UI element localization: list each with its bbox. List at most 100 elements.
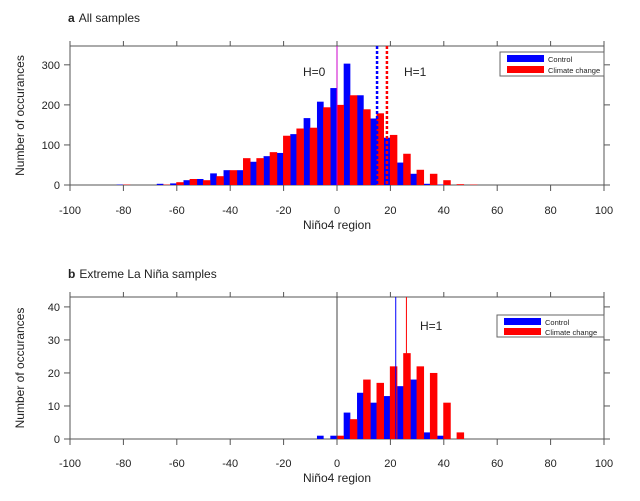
control-bar xyxy=(237,170,244,185)
control-bar xyxy=(170,183,177,185)
control-bar xyxy=(197,179,204,185)
control-bar xyxy=(210,173,217,185)
climate-change-bar xyxy=(296,129,303,185)
x-tick-label: 100 xyxy=(595,205,613,217)
control-bar xyxy=(224,170,231,185)
legend-swatch xyxy=(507,66,544,73)
control-bar xyxy=(317,436,324,439)
climate-change-bar xyxy=(323,107,330,185)
y-axis-label: Number of occurances xyxy=(13,55,27,176)
climate-change-bar xyxy=(417,170,424,185)
x-tick-label: 100 xyxy=(595,458,613,470)
y-tick-label: 40 xyxy=(48,302,60,314)
x-tick-label: 20 xyxy=(384,205,396,217)
x-tick-label: -20 xyxy=(276,205,292,217)
control-bar xyxy=(330,88,337,185)
control-bar xyxy=(384,396,391,439)
climate-change-bar xyxy=(403,353,410,439)
y-tick-label: 200 xyxy=(42,100,60,112)
x-tick-label: 0 xyxy=(334,458,340,470)
climate-change-bar xyxy=(336,436,343,439)
hypothesis-label: H=1 xyxy=(404,65,427,79)
y-tick-label: 100 xyxy=(42,140,60,152)
climate-change-bar xyxy=(350,419,357,439)
x-tick-label: 40 xyxy=(438,205,450,217)
x-axis-label: Niño4 region xyxy=(303,218,371,232)
climate-change-bar xyxy=(417,366,424,439)
climate-change-bar xyxy=(363,109,370,185)
climate-change-bar xyxy=(270,152,277,185)
climate-change-bar xyxy=(336,105,343,185)
control-bar xyxy=(183,180,190,185)
control-bar xyxy=(344,64,351,185)
x-tick-label: -60 xyxy=(169,205,185,217)
x-tick-label: 60 xyxy=(491,458,503,470)
control-bar xyxy=(397,163,404,185)
climate-change-bar xyxy=(230,170,237,185)
control-bar xyxy=(397,386,404,439)
control-bar xyxy=(157,184,164,185)
control-bar xyxy=(330,436,337,439)
climate-change-bar xyxy=(283,136,290,185)
climate-change-bar xyxy=(443,403,450,439)
y-tick-label: 10 xyxy=(48,401,60,413)
y-tick-label: 30 xyxy=(48,335,60,347)
legend-swatch xyxy=(504,318,541,325)
climate-change-bar xyxy=(216,176,223,185)
control-bar xyxy=(277,153,284,185)
control-bar xyxy=(304,118,311,185)
x-tick-label: 80 xyxy=(544,458,556,470)
hypothesis-label: H=0 xyxy=(303,65,326,79)
climate-change-bar xyxy=(350,95,357,185)
climate-change-bar xyxy=(457,432,464,439)
panel-title: a All samples xyxy=(68,11,140,25)
control-bar xyxy=(290,134,297,185)
x-tick-label: -80 xyxy=(115,205,131,217)
control-bar xyxy=(357,95,364,185)
panel-letter: a xyxy=(68,11,75,25)
climate-change-bar xyxy=(190,179,197,185)
x-tick-label: -40 xyxy=(222,205,238,217)
control-bar xyxy=(357,393,364,439)
panel-title: b Extreme La Niña samples xyxy=(68,267,217,281)
panel-title-text: Extreme La Niña samples xyxy=(79,267,216,281)
control-bar xyxy=(250,162,257,185)
climate-change-bar xyxy=(443,180,450,185)
legend: Control Climate change xyxy=(500,52,604,76)
legend-label: Climate change xyxy=(548,66,600,75)
legend-label: Control xyxy=(548,55,573,64)
panel-title-text: All samples xyxy=(79,11,140,25)
legend-swatch xyxy=(504,328,541,335)
x-tick-label: 0 xyxy=(334,205,340,217)
control-bar xyxy=(410,380,417,439)
climate-change-bar xyxy=(377,113,384,185)
x-tick-label: -60 xyxy=(169,458,185,470)
climate-change-bar xyxy=(256,158,263,185)
x-tick-label: 20 xyxy=(384,458,396,470)
control-bar xyxy=(344,413,351,439)
climate-change-bar xyxy=(203,180,210,185)
climate-change-bar xyxy=(390,135,397,185)
control-bar xyxy=(370,403,377,439)
x-tick-label: -100 xyxy=(59,205,81,217)
panel-letter: b xyxy=(68,267,75,281)
x-tick-label: 40 xyxy=(438,458,450,470)
x-tick-label: -20 xyxy=(276,458,292,470)
control-bar xyxy=(317,102,324,185)
legend-swatch xyxy=(507,55,544,62)
y-tick-label: 20 xyxy=(48,368,60,380)
climate-change-bar xyxy=(363,380,370,439)
y-tick-label: 0 xyxy=(54,434,60,446)
climate-change-bar xyxy=(310,128,317,185)
legend-label: Climate change xyxy=(545,328,597,337)
y-axis-label: Number of occurances xyxy=(13,308,27,429)
x-tick-label: -100 xyxy=(59,458,81,470)
climate-change-bar xyxy=(430,373,437,439)
climate-change-bar xyxy=(430,174,437,185)
control-bar xyxy=(437,436,444,439)
x-tick-label: -40 xyxy=(222,458,238,470)
legend-label: Control xyxy=(545,318,570,327)
